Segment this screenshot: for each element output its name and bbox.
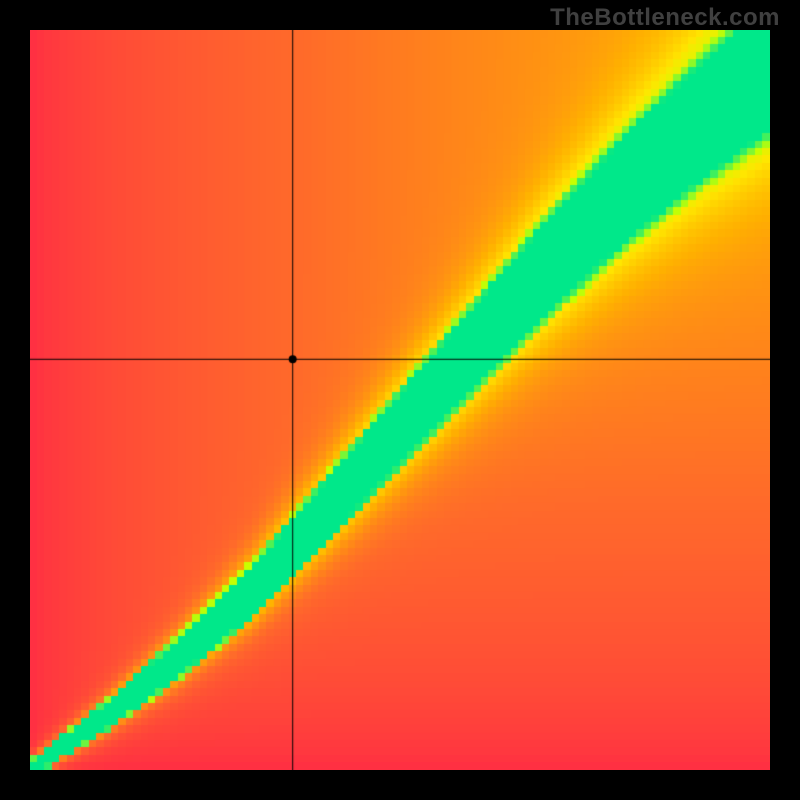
chart-container: TheBottleneck.com [0,0,800,800]
watermark-text: TheBottleneck.com [550,4,780,32]
bottleneck-heatmap [30,30,770,770]
